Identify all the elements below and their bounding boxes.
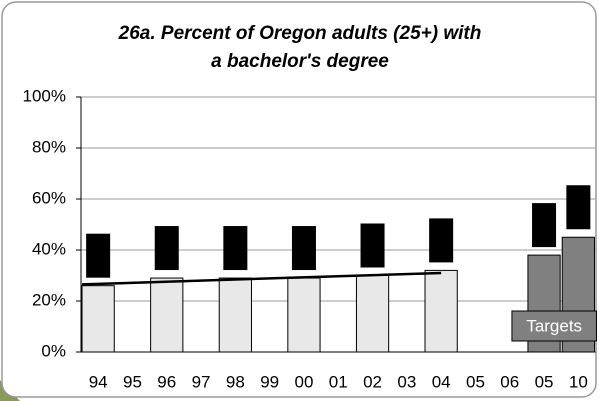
x-tick-label: 03 (397, 372, 416, 391)
bar (287, 277, 321, 353)
bar (355, 275, 390, 353)
y-tick-label: 100% (23, 86, 66, 105)
annotation: Targets (526, 316, 582, 335)
x-tick-label: 01 (329, 372, 348, 391)
x-tick-label: 05 (535, 372, 554, 391)
x-tick-label: 98 (226, 372, 245, 391)
y-tick-label: 20% (32, 290, 66, 309)
redacted-label (566, 185, 591, 230)
x-tick-label: 05 (466, 372, 485, 391)
bar (81, 285, 115, 353)
x-tick-label: 10 (569, 372, 588, 391)
x-tick-label: 96 (157, 372, 176, 391)
y-tick-label: 40% (32, 239, 66, 258)
x-tick-label: 97 (192, 372, 211, 391)
x-tick-label: 06 (500, 372, 519, 391)
redacted-label (429, 218, 454, 263)
bar (150, 277, 184, 353)
y-tick-label: 60% (32, 188, 66, 207)
x-tick-label: 99 (260, 372, 279, 391)
y-tick-label: 80% (32, 137, 66, 156)
annotation-box (511, 310, 597, 342)
x-tick-label: 95 (123, 372, 142, 391)
redacted-label (532, 203, 557, 248)
x-tick-label: 04 (432, 372, 451, 391)
redacted-label (86, 233, 111, 278)
redacted-label (154, 226, 179, 271)
redacted-label (360, 223, 385, 268)
bar (424, 269, 458, 353)
trend-line (81, 271, 442, 286)
y-tick-label: 0% (41, 341, 66, 360)
redacted-label (291, 226, 316, 271)
x-tick-label: 00 (294, 372, 313, 391)
x-tick-label: 02 (363, 372, 382, 391)
bar (218, 277, 252, 353)
chart-title: a bachelor's degree (211, 51, 389, 72)
chart-title: 26a. Percent of Oregon adults (25+) with (118, 23, 482, 44)
redacted-label (223, 226, 248, 271)
x-tick-label: 94 (89, 372, 108, 391)
